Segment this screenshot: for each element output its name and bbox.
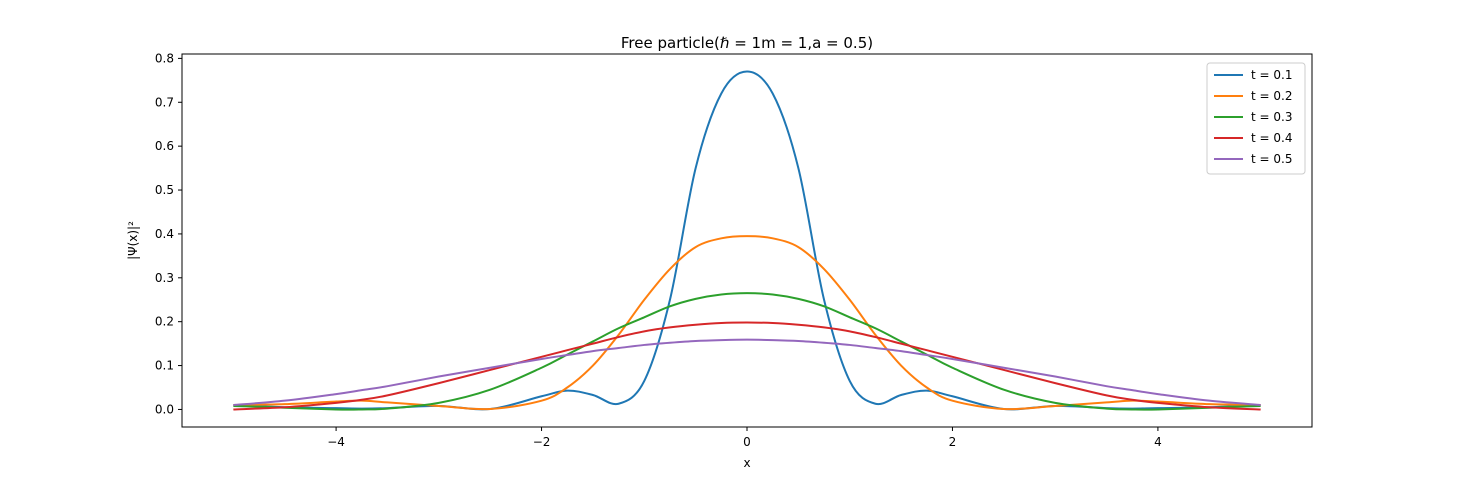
y-tick-label: 0.4 [155, 227, 174, 241]
x-tick-label: 4 [1154, 435, 1162, 449]
x-axis: −4 −2 0 2 4 [327, 427, 1162, 449]
y-tick-label: 0.1 [155, 359, 174, 373]
y-tick-label: 0.2 [155, 315, 174, 329]
legend-label: t = 0.5 [1251, 152, 1292, 166]
y-tick-label: 0.6 [155, 139, 174, 153]
series-line-3 [233, 292, 1261, 411]
x-axis-label: x [743, 456, 750, 470]
series-line-4 [233, 321, 1261, 411]
series-line-2 [233, 235, 1261, 411]
series-group [233, 70, 1261, 411]
y-tick-label: 0.8 [155, 51, 174, 65]
x-tick-label: −2 [533, 435, 551, 449]
y-axis-label: |Ψ(x)|² [126, 221, 140, 260]
series-line-5 [233, 338, 1261, 407]
legend-label: t = 0.2 [1251, 89, 1292, 103]
legend-label: t = 0.1 [1251, 68, 1292, 82]
legend: t = 0.1 t = 0.2 t = 0.3 t = 0.4 t = 0.5 [1206, 62, 1306, 175]
x-tick-label: −4 [327, 435, 345, 449]
x-tick-label: 0 [743, 435, 751, 449]
chart-title: Free particle(ℏ = 1m = 1,a = 0.5) [621, 34, 873, 52]
y-tick-label: 0.7 [155, 95, 174, 109]
y-axis: 0.0 0.1 0.2 0.3 0.4 0.5 0.6 0.7 0.8 [155, 51, 182, 416]
y-tick-label: 0.3 [155, 271, 174, 285]
legend-box [1206, 62, 1306, 175]
legend-label: t = 0.4 [1251, 131, 1292, 145]
x-tick-label: 2 [949, 435, 957, 449]
y-tick-label: 0.0 [155, 402, 174, 416]
legend-label: t = 0.3 [1251, 110, 1292, 124]
y-tick-label: 0.5 [155, 183, 174, 197]
